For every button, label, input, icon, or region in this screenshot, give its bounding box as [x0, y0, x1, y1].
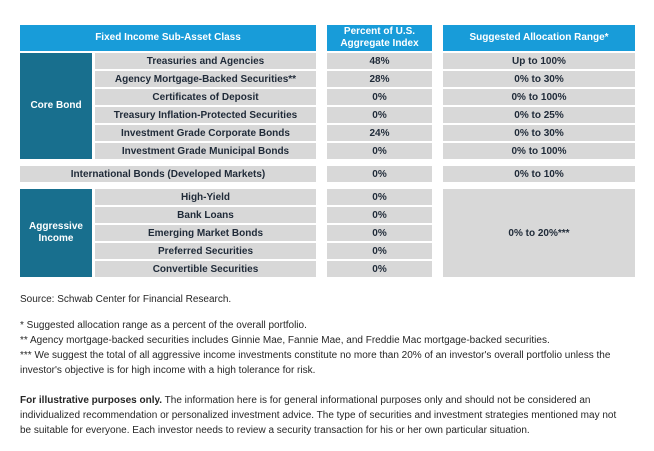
page: Fixed Income Sub-Asset Class Percent of …: [20, 25, 635, 438]
range-value: 0% to 10%: [443, 166, 635, 182]
aggressive-income-merged-range: 0% to 20%***: [443, 189, 635, 277]
column-gap: [316, 189, 327, 277]
disclaimer-lead: For illustrative purposes only.: [20, 395, 163, 406]
range-value: 0% to 30%: [443, 71, 635, 87]
percent-value: 28%: [327, 71, 432, 87]
header-suggested-allocation-range: Suggested Allocation Range*: [443, 25, 635, 51]
range-value: 0% to 100%: [443, 143, 635, 159]
column-gap: [432, 189, 443, 277]
international-bonds-row: International Bonds (Developed Markets) …: [20, 166, 635, 182]
header-percent-of-us-aggregate-index: Percent of U.S. Aggregate Index: [327, 25, 432, 51]
disclaimer: For illustrative purposes only. The info…: [20, 393, 620, 438]
percent-value: 0%: [327, 189, 432, 205]
aggressive-income-percents: 0% 0% 0% 0% 0%: [327, 189, 432, 277]
core-bond-stub: Core Bond: [20, 53, 92, 159]
column-gap: [316, 25, 327, 51]
percent-value: 0%: [327, 166, 432, 182]
footnotes: Source: Schwab Center for Financial Rese…: [20, 292, 620, 438]
table-header-row: Fixed Income Sub-Asset Class Percent of …: [20, 25, 635, 51]
percent-value: 0%: [327, 89, 432, 105]
column-gap: [432, 53, 443, 159]
core-bond-percents: 48% 28% 0% 0% 24% 0%: [327, 53, 432, 159]
range-value: 0% to 100%: [443, 89, 635, 105]
percent-value: 0%: [327, 243, 432, 259]
allocation-table: Fixed Income Sub-Asset Class Percent of …: [20, 25, 635, 277]
footnote-1: * Suggested allocation range as a percen…: [20, 320, 307, 331]
footnote-2: ** Agency mortgage-backed securities inc…: [20, 335, 550, 346]
range-value: 0% to 25%: [443, 107, 635, 123]
table-row-label: Preferred Securities: [95, 243, 316, 259]
table-row-label: Emerging Market Bonds: [95, 225, 316, 241]
table-row-label: International Bonds (Developed Markets): [20, 166, 316, 182]
aggressive-income-stub: Aggressive Income: [20, 189, 92, 277]
percent-value: 48%: [327, 53, 432, 69]
header-fixed-income-sub-asset-class: Fixed Income Sub-Asset Class: [20, 25, 316, 51]
table-row-label: Investment Grade Corporate Bonds: [95, 125, 316, 141]
header-percent-line1: Percent of U.S.: [343, 26, 416, 37]
source-line: Source: Schwab Center for Financial Rese…: [20, 294, 232, 305]
aggressive-income-labels: High-Yield Bank Loans Emerging Market Bo…: [95, 189, 316, 277]
table-row-label: Agency Mortgage-Backed Securities**: [95, 71, 316, 87]
aggressive-income-section: Aggressive Income High-Yield Bank Loans …: [20, 189, 635, 277]
table-row-label: Bank Loans: [95, 207, 316, 223]
table-row-label: Certificates of Deposit: [95, 89, 316, 105]
column-gap: [432, 25, 443, 51]
table-row-label: High-Yield: [95, 189, 316, 205]
range-value: Up to 100%: [443, 53, 635, 69]
core-bond-section: Core Bond Treasuries and Agencies Agency…: [20, 53, 635, 159]
percent-value: 0%: [327, 207, 432, 223]
percent-value: 0%: [327, 261, 432, 277]
table-row-label: Treasuries and Agencies: [95, 53, 316, 69]
percent-value: 0%: [327, 107, 432, 123]
table-row-label: Convertible Securities: [95, 261, 316, 277]
table-row-label: Investment Grade Municipal Bonds: [95, 143, 316, 159]
column-gap: [432, 166, 443, 182]
column-gap: [316, 166, 327, 182]
percent-value: 0%: [327, 143, 432, 159]
header-percent-line2: Aggregate Index: [340, 38, 419, 49]
percent-value: 24%: [327, 125, 432, 141]
percent-value: 0%: [327, 225, 432, 241]
core-bond-labels: Treasuries and Agencies Agency Mortgage-…: [95, 53, 316, 159]
table-row-label: Treasury Inflation-Protected Securities: [95, 107, 316, 123]
footnote-3: *** We suggest the total of all aggressi…: [20, 350, 611, 376]
core-bond-ranges: Up to 100% 0% to 30% 0% to 100% 0% to 25…: [443, 53, 635, 159]
column-gap: [316, 53, 327, 159]
disclaimer-body: The information here is for general info…: [20, 395, 617, 436]
range-value: 0% to 30%: [443, 125, 635, 141]
